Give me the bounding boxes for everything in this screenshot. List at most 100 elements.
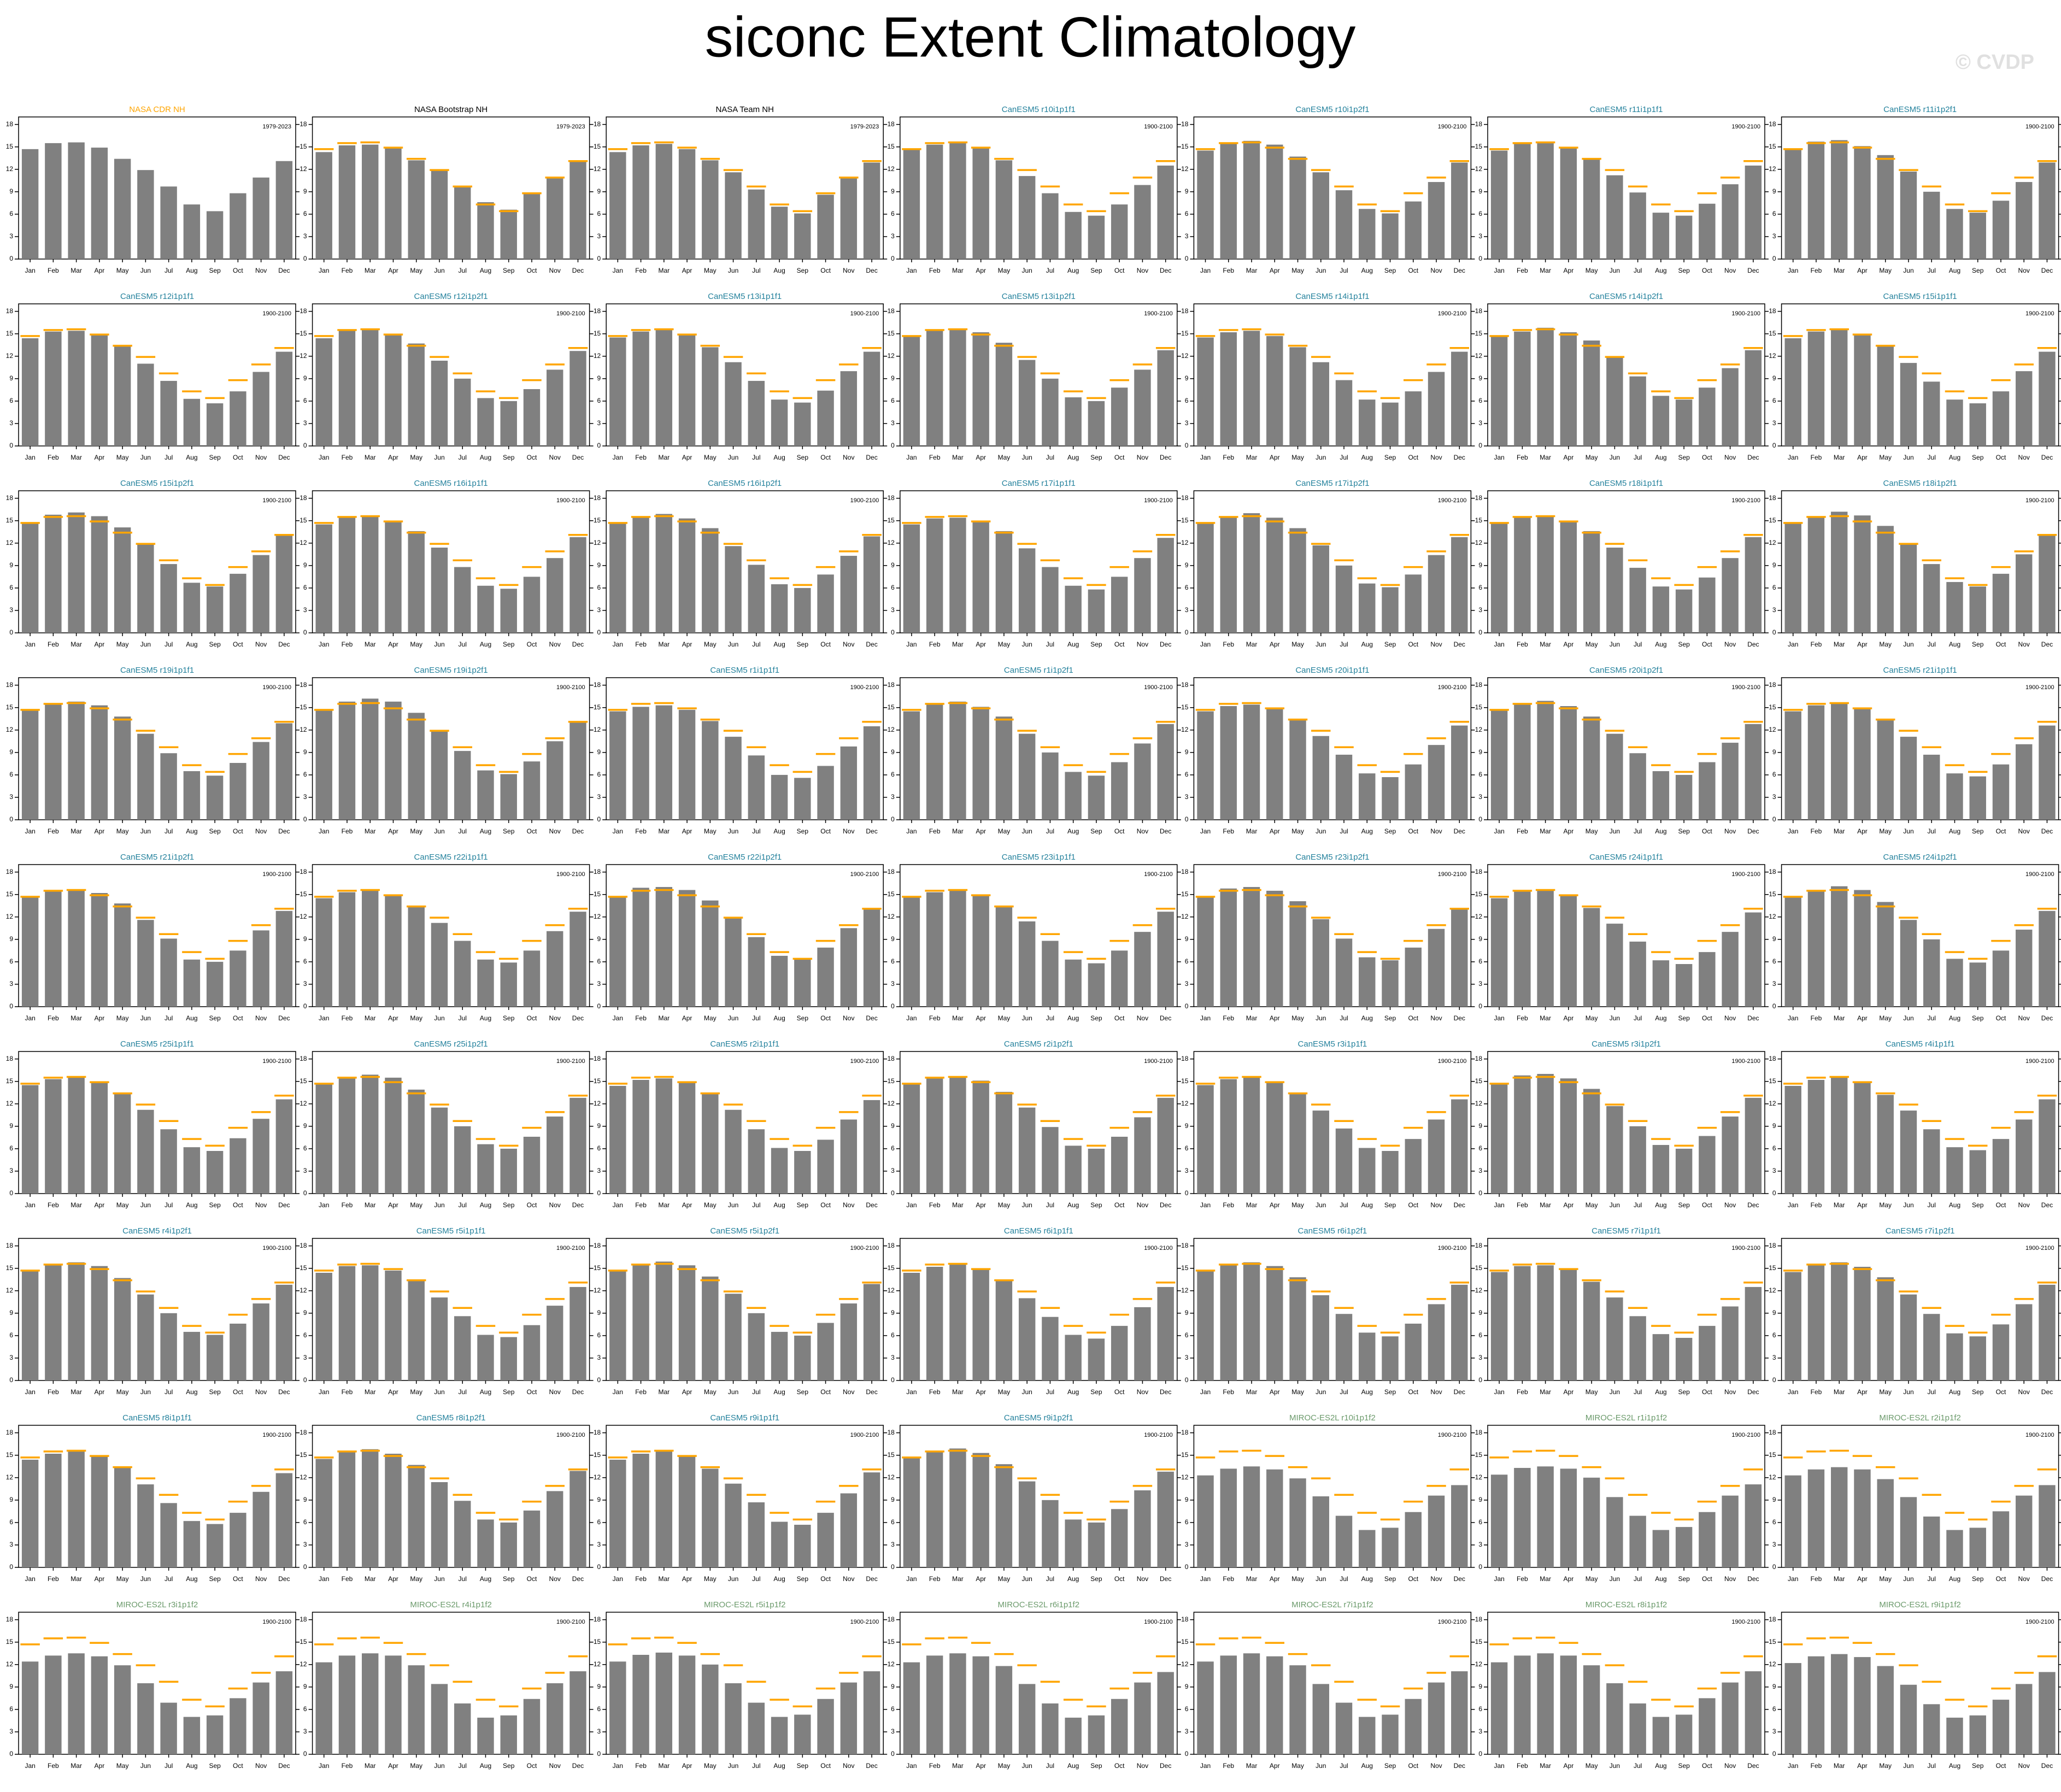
- x-tick-label: Jun: [1903, 1014, 1913, 1022]
- bar: [1606, 924, 1623, 1007]
- y-tick-label: 3: [9, 1728, 13, 1735]
- x-tick-label: Apr: [95, 1388, 105, 1396]
- x-tick-label: Aug: [480, 1014, 491, 1022]
- x-tick-label: May: [1586, 1388, 1598, 1396]
- x-tick-label: Mar: [1540, 1762, 1551, 1770]
- plot-frame: [606, 1051, 884, 1194]
- bar: [137, 170, 154, 259]
- y-tick-label: 6: [1478, 397, 1482, 404]
- bar: [183, 1717, 201, 1754]
- bar: [1784, 150, 1801, 259]
- y-tick-label: 12: [1181, 726, 1189, 733]
- bar: [1289, 1277, 1306, 1380]
- bar: [160, 1129, 177, 1194]
- bar: [1969, 1150, 1986, 1194]
- y-tick-label: 0: [891, 1002, 895, 1010]
- plot-frame: [18, 303, 296, 446]
- bar: [1745, 1286, 1762, 1380]
- bar: [547, 931, 563, 1007]
- bar: [21, 710, 39, 820]
- x-tick-label: Oct: [1114, 454, 1125, 461]
- period-label: 1900-2100: [1731, 497, 1760, 504]
- bar: [1699, 1326, 1716, 1380]
- bar: [2039, 1284, 2056, 1380]
- bar: [1699, 952, 1716, 1007]
- x-tick-label: Aug: [773, 454, 785, 461]
- y-tick-label: 6: [1478, 1705, 1482, 1713]
- plot-frame: [900, 116, 1178, 260]
- bar: [1877, 155, 1894, 259]
- bar: [1537, 1653, 1554, 1754]
- x-tick-label: May: [704, 1014, 717, 1022]
- x-tick-label: Jul: [165, 1388, 173, 1396]
- plot-frame: [1487, 864, 1765, 1007]
- bar: [1807, 1080, 1825, 1194]
- panel-title: CanESM5 r17i1p1f1: [1002, 479, 1076, 488]
- bar: [1134, 1490, 1151, 1567]
- y-tick-label: 3: [891, 606, 895, 614]
- y-tick-label: 3: [1185, 1541, 1189, 1548]
- period-label: 1900-2100: [262, 871, 291, 878]
- x-tick-label: Jun: [1610, 1014, 1620, 1022]
- bar: [794, 1335, 811, 1380]
- bar: [1514, 1266, 1531, 1380]
- bar: [1088, 1715, 1105, 1754]
- bar: [1629, 1126, 1646, 1194]
- y-tick-label: 12: [1475, 1100, 1483, 1107]
- x-tick-label: Feb: [1517, 1388, 1528, 1396]
- x-tick-label: Feb: [342, 1388, 353, 1396]
- bar: [702, 347, 719, 446]
- x-tick-label: Jul: [1340, 1388, 1348, 1396]
- bar: [1699, 577, 1716, 633]
- y-tick-label: 3: [597, 1728, 601, 1735]
- bar: [1312, 362, 1329, 446]
- x-tick-label: Feb: [929, 1388, 941, 1396]
- bar: [1220, 1468, 1237, 1567]
- x-tick-label: Oct: [1702, 267, 1712, 274]
- bar: [771, 207, 788, 259]
- x-tick-label: Oct: [1408, 1014, 1418, 1022]
- x-tick-label: Mar: [658, 1762, 670, 1770]
- y-tick-label: 9: [1772, 935, 1776, 943]
- x-tick-label: Nov: [1724, 267, 1736, 274]
- bar: [338, 1655, 356, 1754]
- x-tick-label: Nov: [549, 827, 561, 835]
- bar: [1018, 1684, 1036, 1754]
- y-tick-label: 9: [9, 1122, 13, 1130]
- bar: [1359, 209, 1376, 259]
- bar: [1266, 518, 1283, 633]
- period-label: 1900-2100: [1144, 684, 1173, 691]
- x-tick-label: Jan: [1788, 1201, 1798, 1209]
- x-tick-label: Oct: [1996, 641, 2006, 648]
- y-tick-label: 9: [303, 187, 307, 195]
- panel-title: CanESM5 r24i1p2f1: [1883, 853, 1957, 862]
- x-tick-label: Apr: [1270, 454, 1280, 461]
- x-tick-label: Mar: [1246, 641, 1258, 648]
- x-tick-label: Jan: [906, 454, 917, 461]
- bar: [1197, 1475, 1214, 1567]
- x-tick-label: Dec: [278, 1575, 290, 1583]
- y-tick-label: 18: [6, 120, 14, 128]
- bar: [771, 1521, 788, 1567]
- period-label: 1900-2100: [2025, 1058, 2054, 1065]
- bar: [678, 890, 696, 1007]
- bar: [1854, 1469, 1871, 1567]
- x-tick-label: Jun: [1903, 1575, 1913, 1583]
- x-tick-label: Nov: [1137, 267, 1148, 274]
- x-tick-label: Aug: [1361, 1388, 1373, 1396]
- y-tick-label: 3: [303, 1541, 307, 1548]
- y-tick-label: 6: [891, 771, 895, 778]
- x-tick-label: Jan: [1788, 1762, 1798, 1770]
- plot-frame: [606, 303, 884, 446]
- x-tick-label: Sep: [209, 1201, 221, 1209]
- bar: [1428, 1495, 1445, 1567]
- x-tick-label: Jun: [434, 1762, 444, 1770]
- x-tick-label: May: [704, 454, 717, 461]
- x-tick-label: Dec: [1747, 1388, 1759, 1396]
- bar: [995, 1281, 1013, 1380]
- x-tick-label: Oct: [1702, 827, 1712, 835]
- panel-title: CanESM5 r12i1p2f1: [414, 292, 488, 301]
